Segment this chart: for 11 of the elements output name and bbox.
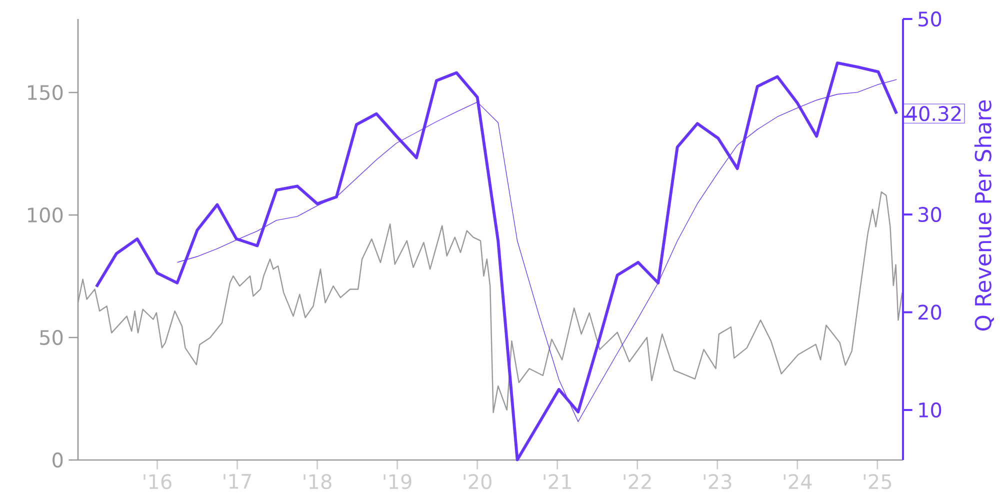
y-tick-label: 50 [40,330,63,346]
y2-tick-label: 50 [918,11,942,27]
y-tick-label: 150 [28,84,63,100]
y2-tick-label: 30 [918,206,942,222]
line-series [94,62,898,462]
y2-tick-label: 20 [918,304,942,320]
y-tick-label: 0 [52,452,63,468]
y2-tick-label: 10 [919,402,942,418]
y-tick-label: 100 [28,207,63,223]
y2-axis-title: Q Revenue Per Share [974,100,994,331]
data-label: 40.32 [906,106,961,122]
